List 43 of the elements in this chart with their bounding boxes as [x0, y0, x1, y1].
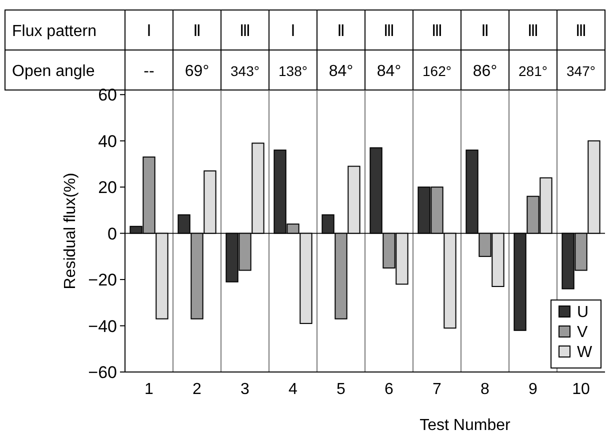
- y-tick-label: −20: [88, 270, 117, 290]
- legend-label: U: [577, 304, 589, 321]
- x-tick-label: 10: [572, 381, 590, 398]
- text: 69°: [184, 63, 210, 80]
- x-axis-title: Test Number: [420, 417, 512, 434]
- text: 347°: [566, 63, 596, 79]
- x-tick-label: 1: [144, 381, 154, 398]
- text: Ⅱ: [481, 23, 489, 40]
- y-tick-label: 40: [98, 132, 117, 151]
- text: Ⅱ: [193, 23, 201, 40]
- x-tick-label: 9: [528, 381, 538, 398]
- text: 84°: [328, 63, 354, 80]
- legend-label: V: [577, 324, 588, 341]
- y-tick-label: −60: [88, 363, 117, 382]
- y-tick-label: 0: [108, 224, 117, 244]
- text: 86°: [472, 63, 498, 80]
- text: 84°: [376, 63, 402, 80]
- text: Ⅲ: [575, 23, 587, 40]
- text: Ⅱ: [337, 23, 345, 40]
- text: Ⅲ: [431, 23, 443, 40]
- text: Ⅲ: [239, 23, 251, 40]
- text: Ⅲ: [527, 23, 539, 40]
- y-tick-label: 20: [98, 178, 117, 198]
- x-tick-label: 7: [432, 381, 442, 398]
- text: --: [144, 63, 154, 80]
- x-tick-label: 8: [480, 381, 490, 398]
- text: 138°: [278, 63, 308, 79]
- x-tick-label: 5: [336, 381, 346, 398]
- y-axis-title: Residual flux(%): [62, 172, 79, 290]
- x-tick-label: 4: [288, 381, 298, 398]
- text: Flux pattern: [12, 23, 96, 40]
- text: 162°: [422, 63, 452, 79]
- text: Ⅰ: [290, 23, 296, 40]
- text: 281°: [518, 63, 548, 79]
- x-tick-label: 3: [240, 381, 250, 398]
- legend-label: W: [577, 344, 593, 361]
- text: Open angle: [12, 63, 95, 80]
- text: Ⅲ: [383, 23, 395, 40]
- text: Ⅰ: [146, 23, 152, 40]
- y-tick-label: −40: [88, 316, 117, 336]
- x-tick-label: 2: [192, 381, 202, 398]
- text: 343°: [230, 63, 260, 79]
- x-tick-label: 6: [384, 381, 394, 398]
